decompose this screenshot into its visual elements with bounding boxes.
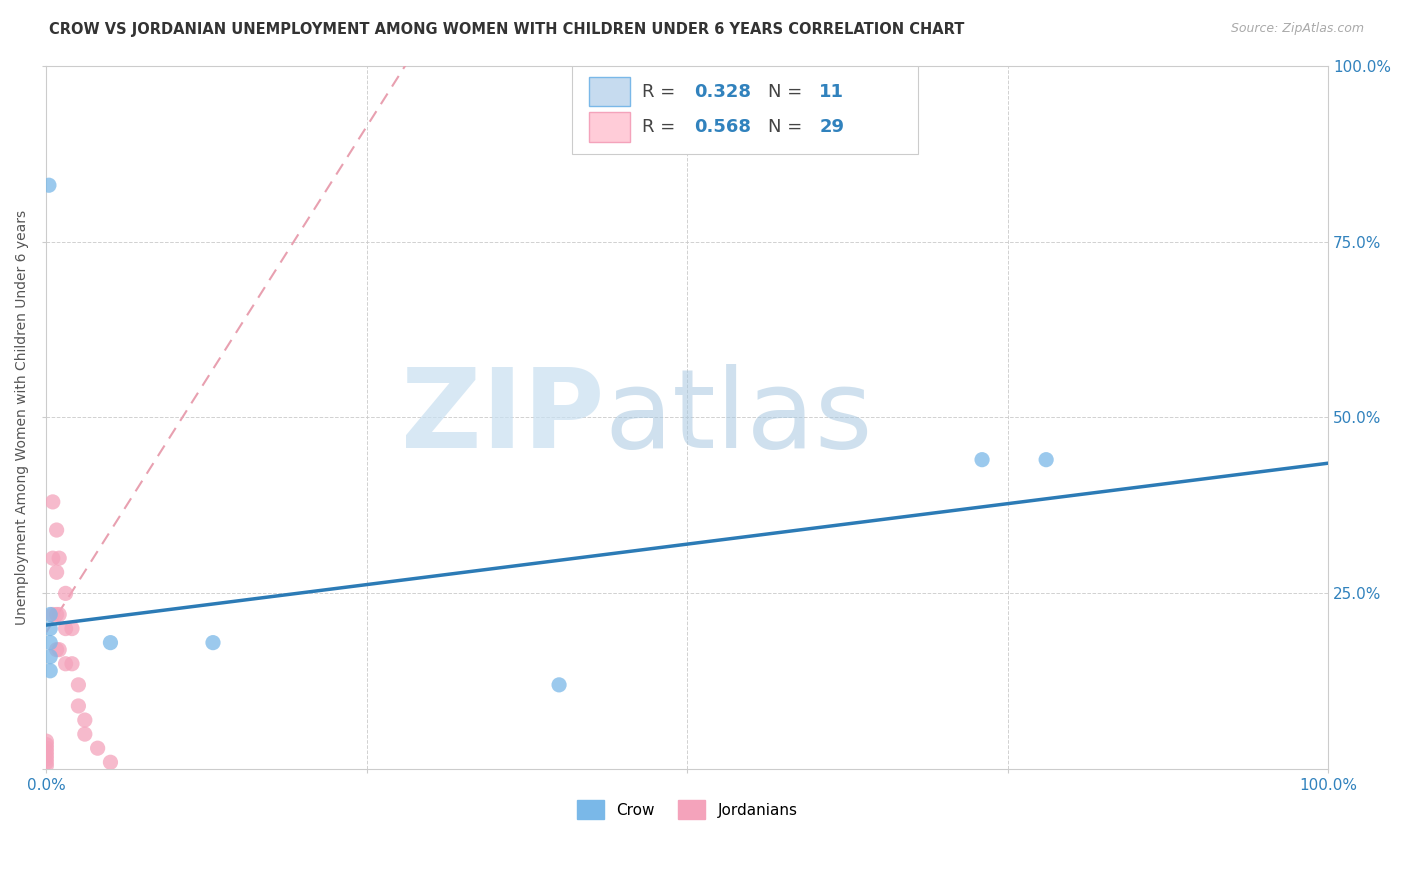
Y-axis label: Unemployment Among Women with Children Under 6 years: Unemployment Among Women with Children U… — [15, 210, 30, 625]
Point — [39, 649, 62, 664]
Point — [73, 727, 96, 741]
Point — [35, 745, 58, 759]
Point — [60, 622, 83, 636]
Text: R =: R = — [643, 118, 682, 136]
Point — [55, 586, 77, 600]
Point — [45, 642, 67, 657]
Point — [39, 622, 62, 636]
Text: ZIP: ZIP — [401, 364, 605, 471]
Point — [39, 664, 62, 678]
Point — [45, 607, 67, 622]
Text: CROW VS JORDANIAN UNEMPLOYMENT AMONG WOMEN WITH CHILDREN UNDER 6 YEARS CORRELATI: CROW VS JORDANIAN UNEMPLOYMENT AMONG WOM… — [49, 22, 965, 37]
Point — [35, 734, 58, 748]
Point — [35, 738, 58, 752]
Text: 11: 11 — [820, 83, 844, 101]
Point — [60, 657, 83, 671]
Point — [100, 756, 122, 770]
Point — [35, 759, 58, 773]
Point — [48, 551, 70, 566]
FancyBboxPatch shape — [589, 112, 630, 142]
Point — [55, 657, 77, 671]
Point — [201, 635, 224, 649]
Point — [67, 698, 90, 713]
Point — [55, 622, 77, 636]
Text: N =: N = — [768, 83, 808, 101]
Point — [35, 741, 58, 756]
Legend: Crow, Jordanians: Crow, Jordanians — [571, 794, 804, 825]
Point — [1035, 452, 1057, 467]
Point — [86, 741, 108, 756]
Point — [548, 678, 571, 692]
Point — [38, 178, 60, 193]
Point — [35, 748, 58, 763]
Point — [970, 452, 993, 467]
Point — [42, 607, 65, 622]
Point — [48, 607, 70, 622]
Point — [48, 642, 70, 657]
Point — [39, 635, 62, 649]
Point — [67, 678, 90, 692]
Text: N =: N = — [768, 118, 808, 136]
Point — [45, 523, 67, 537]
Point — [42, 551, 65, 566]
Text: 29: 29 — [820, 118, 844, 136]
Text: 0.328: 0.328 — [693, 83, 751, 101]
FancyBboxPatch shape — [572, 66, 918, 153]
Text: 0.568: 0.568 — [693, 118, 751, 136]
Point — [45, 566, 67, 580]
FancyBboxPatch shape — [589, 77, 630, 106]
Point — [42, 495, 65, 509]
Text: atlas: atlas — [605, 364, 873, 471]
Point — [35, 752, 58, 766]
Text: R =: R = — [643, 83, 682, 101]
Point — [73, 713, 96, 727]
Text: Source: ZipAtlas.com: Source: ZipAtlas.com — [1230, 22, 1364, 36]
Point — [100, 635, 122, 649]
Point — [39, 607, 62, 622]
Point — [35, 756, 58, 770]
